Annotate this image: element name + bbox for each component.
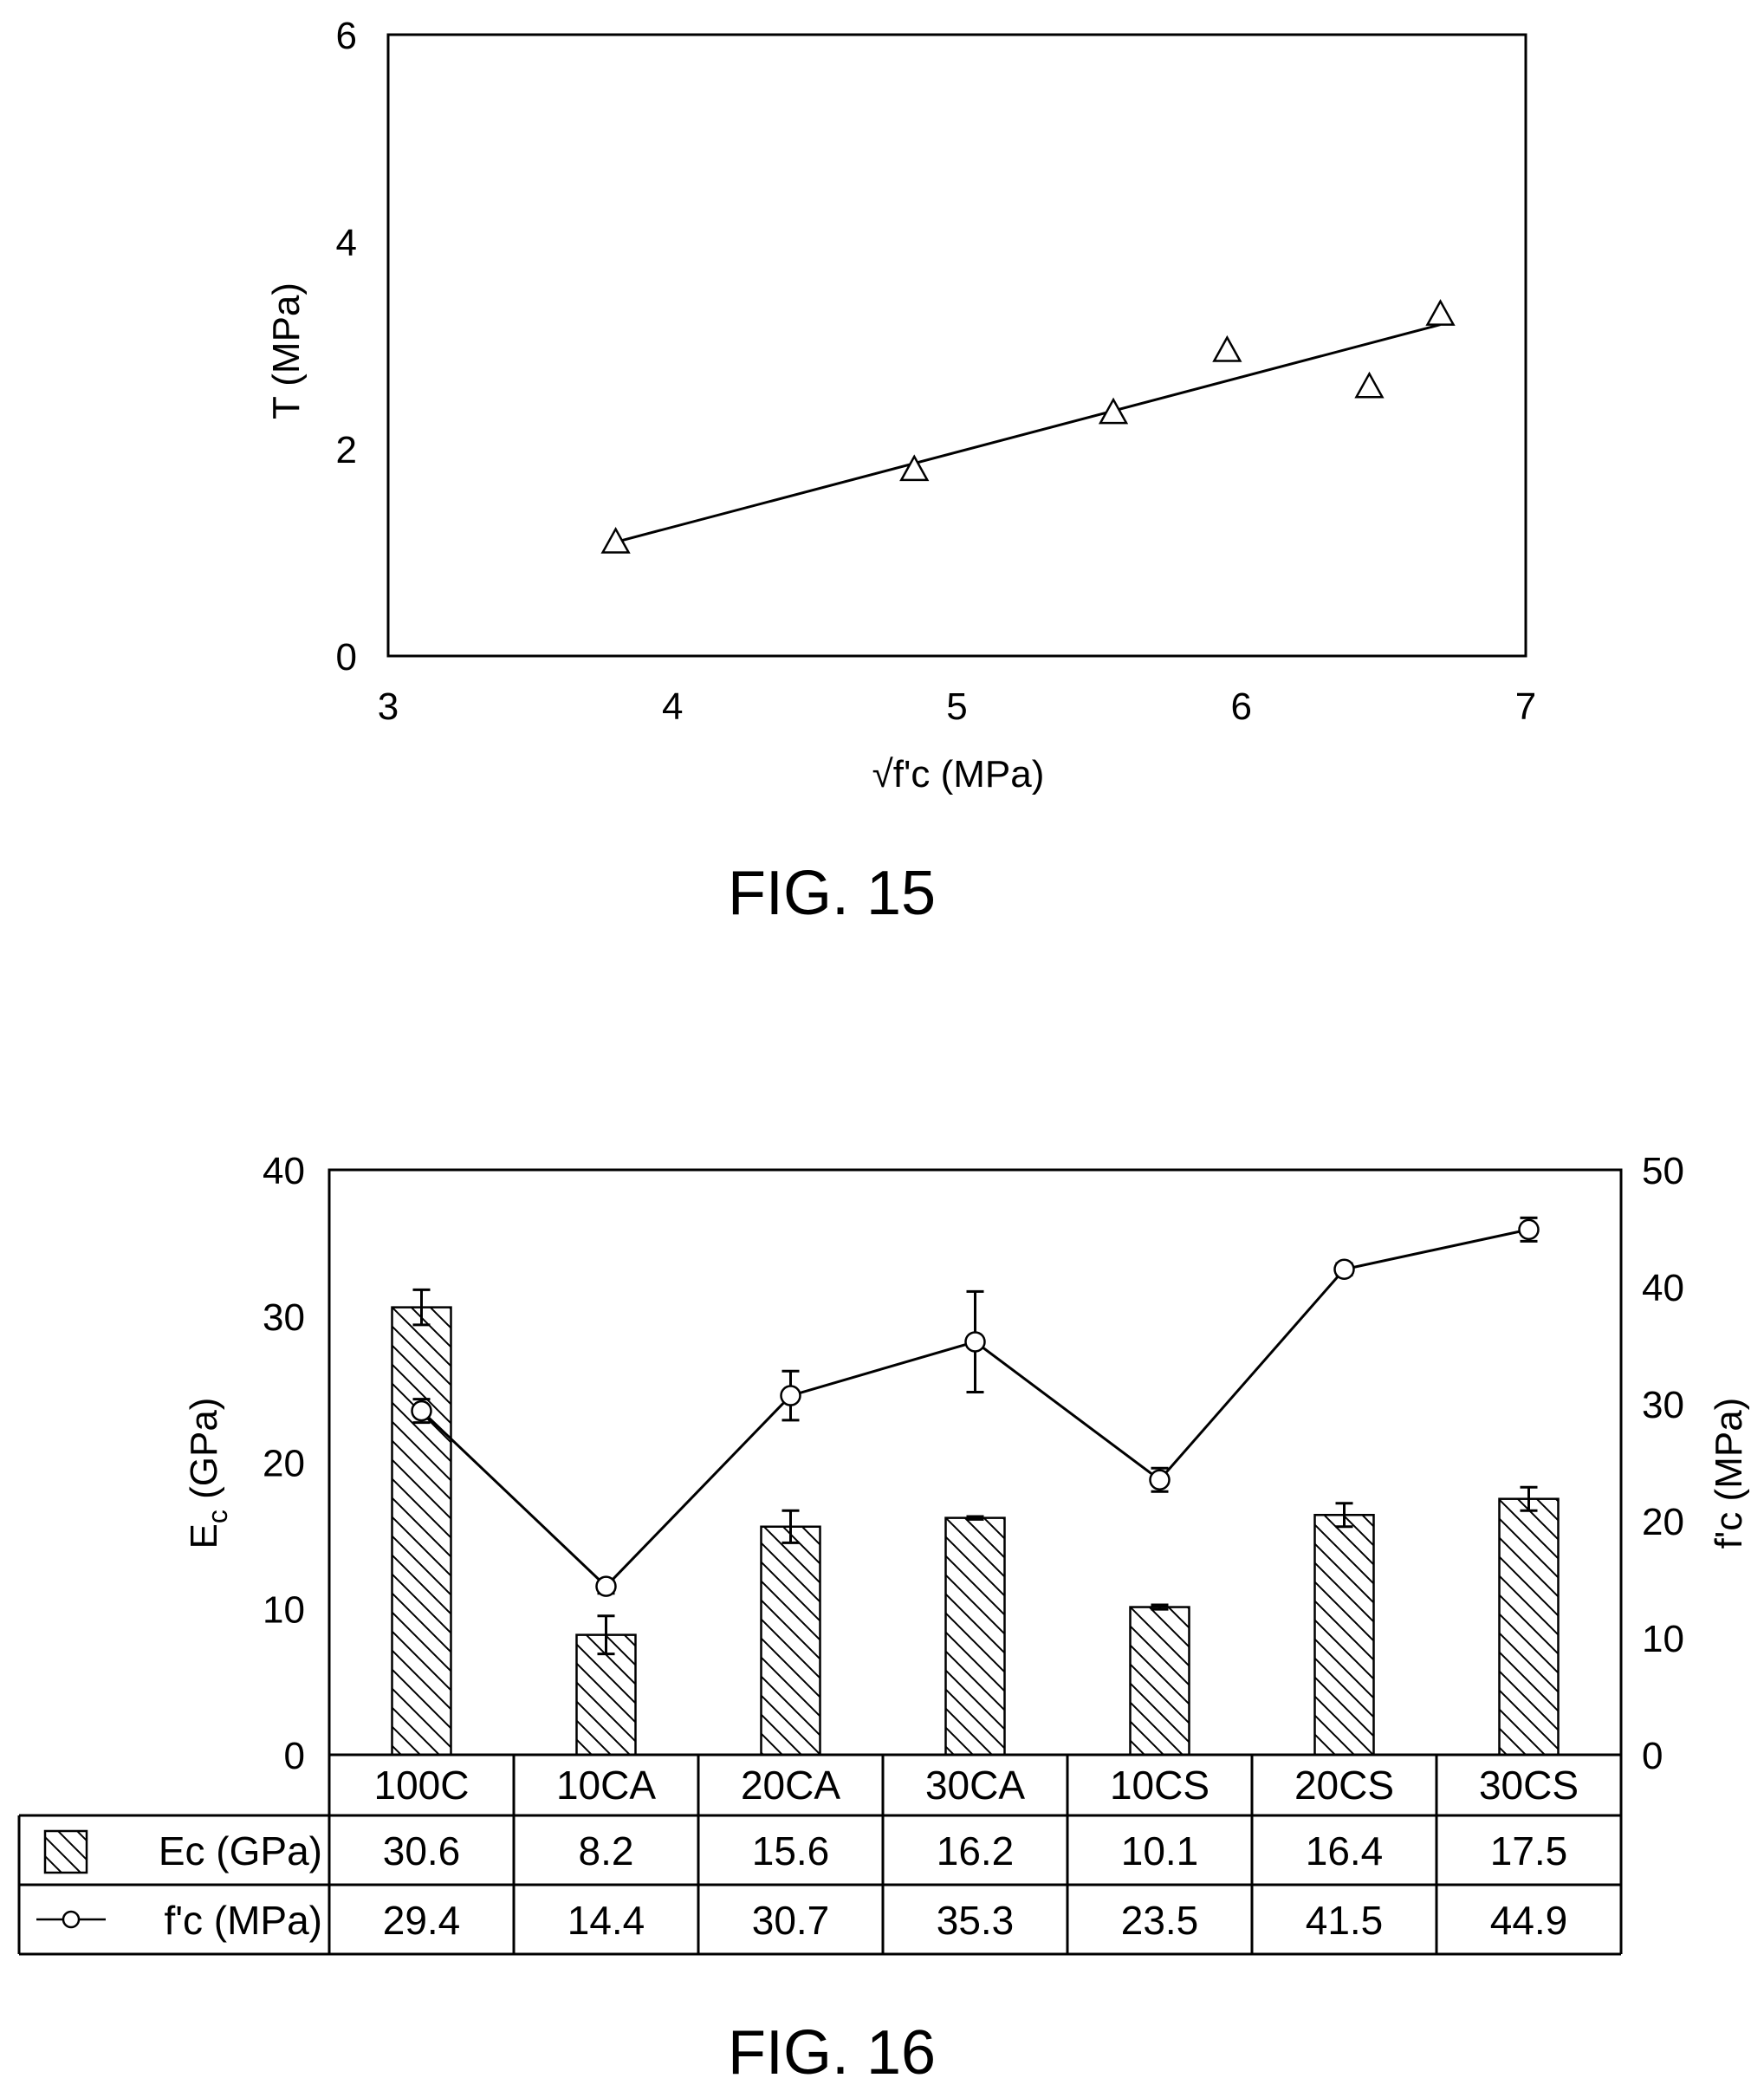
ec-value-cell: 30.6 bbox=[383, 1828, 461, 1873]
fig15-y-tick-label: 0 bbox=[336, 636, 357, 679]
ec-bar-10CS bbox=[1129, 1606, 1190, 1757]
ec-error-bar bbox=[1520, 1485, 1538, 1512]
fig15-scatter-chart: 3 4 5 6 7 0 2 4 6 √f'c (MPa) T (MPa) FIG. 15 bbox=[265, 15, 1536, 928]
fig15-x-tick-label: 4 bbox=[662, 685, 683, 728]
fig16-right-tick-label: 30 bbox=[1642, 1384, 1684, 1426]
ec-error-bar bbox=[597, 1614, 615, 1656]
fc-point-30CA bbox=[964, 1331, 986, 1353]
legend-hatch-swatch bbox=[43, 1829, 88, 1874]
fig15-triangle-point bbox=[1354, 371, 1385, 399]
fig15-trendline bbox=[615, 323, 1441, 544]
fig16-left-axis-label: Ec (GPa) bbox=[183, 1398, 233, 1549]
fig16-right-tick-label: 10 bbox=[1642, 1618, 1684, 1660]
ec-value-cell: 8.2 bbox=[579, 1828, 634, 1873]
category-label: 30CS bbox=[1479, 1763, 1579, 1808]
fig15-data-marks bbox=[600, 299, 1456, 554]
fig16-left-axis-label-unit: (GPa) bbox=[183, 1398, 225, 1510]
fc-point-10CA bbox=[595, 1575, 617, 1597]
fig16-tick-labels: 0 10 20 30 40 0 10 20 30 40 50 bbox=[263, 1150, 1684, 1777]
fig15-x-axis-label: √f'c (MPa) bbox=[872, 753, 1045, 795]
fig16-table-outer-lines bbox=[17, 1755, 1623, 1956]
fig16-table-cells: 100C 10CA 20CA 30CA 10CS 20CS 30CS 30.6 8.2 15.6 1… bbox=[374, 1755, 1579, 1954]
category-label: 20CA bbox=[741, 1763, 840, 1808]
ec-bar-20CA bbox=[760, 1525, 821, 1757]
fig15-triangle-point bbox=[600, 526, 631, 554]
fig15-plot-frame bbox=[386, 33, 1527, 658]
fig15-triangle-point bbox=[899, 454, 930, 482]
category-label: 30CA bbox=[925, 1763, 1025, 1808]
ec-error-bar bbox=[412, 1288, 431, 1327]
ec-error-bar bbox=[1151, 1603, 1169, 1611]
fig16-right-axis-label: f'c (MPa) bbox=[1708, 1398, 1750, 1549]
fig15-x-tick-label: 7 bbox=[1515, 685, 1536, 728]
fc-point-100C bbox=[411, 1399, 432, 1422]
ec-value-cell: 16.4 bbox=[1306, 1828, 1384, 1873]
legend-fc-label: f'c (MPa) bbox=[164, 1898, 322, 1943]
fig15-caption: FIG. 15 bbox=[728, 859, 936, 928]
fig16-line-series bbox=[411, 1216, 1540, 1597]
fc-point-10CS bbox=[1149, 1469, 1171, 1490]
fig15-triangle-point bbox=[1425, 299, 1456, 326]
fc-value-cell: 35.3 bbox=[937, 1898, 1015, 1943]
ec-bar-20CS bbox=[1313, 1514, 1375, 1757]
fig16-left-axis-label-subscript: c bbox=[202, 1510, 233, 1523]
legend-circle-marker bbox=[62, 1910, 81, 1929]
fig15-y-axis-label: T (MPa) bbox=[265, 282, 308, 419]
ec-bar-30CS bbox=[1498, 1497, 1560, 1757]
category-label: 10CA bbox=[556, 1763, 656, 1808]
fig15-y-tick-label: 6 bbox=[336, 15, 357, 57]
fig16-bar-series bbox=[391, 1288, 1560, 1757]
fig15-y-tick-label: 4 bbox=[336, 222, 357, 264]
fc-point-20CS bbox=[1333, 1258, 1355, 1280]
fc-value-cell: 29.4 bbox=[383, 1898, 461, 1943]
fig15-x-tick-label: 5 bbox=[946, 685, 967, 728]
category-label: 20CS bbox=[1294, 1763, 1394, 1808]
category-label: 10CS bbox=[1110, 1763, 1210, 1808]
ec-value-cell: 16.2 bbox=[937, 1828, 1015, 1873]
fig15-x-tick-label: 3 bbox=[378, 685, 399, 728]
fc-value-cell: 44.9 bbox=[1490, 1898, 1568, 1943]
ec-value-cell: 15.6 bbox=[752, 1828, 830, 1873]
ec-value-cell: 10.1 bbox=[1121, 1828, 1199, 1873]
fig15-tick-labels: 3 4 5 6 7 0 2 4 6 bbox=[336, 15, 1537, 728]
fig15-x-tick-label: 6 bbox=[1231, 685, 1252, 728]
fig16-right-tick-label: 20 bbox=[1642, 1501, 1684, 1543]
fig16-right-tick-label: 50 bbox=[1642, 1150, 1684, 1192]
fig16-left-axis-label-main: E bbox=[183, 1523, 225, 1549]
ec-bar-100C bbox=[391, 1306, 452, 1757]
fig16-left-tick-label: 40 bbox=[263, 1150, 305, 1192]
fc-value-cell: 14.4 bbox=[567, 1898, 645, 1943]
fig15-triangle-point bbox=[1098, 397, 1129, 425]
fc-value-cell: 30.7 bbox=[752, 1898, 830, 1943]
fig15-triangle-point bbox=[1212, 334, 1242, 362]
fig16-left-tick-label: 30 bbox=[263, 1296, 305, 1339]
fig16-caption: FIG. 16 bbox=[728, 2018, 936, 2088]
fig15-y-tick-label: 2 bbox=[336, 429, 357, 471]
fc-value-cell: 41.5 bbox=[1306, 1898, 1384, 1943]
ec-value-cell: 17.5 bbox=[1490, 1828, 1568, 1873]
category-label: 100C bbox=[374, 1763, 470, 1808]
fig16-left-tick-label: 20 bbox=[263, 1443, 305, 1485]
ec-error-bar bbox=[781, 1509, 800, 1544]
fig16-right-tick-label: 40 bbox=[1642, 1267, 1684, 1309]
fig16-data-table: Ec (GPa) f'c (MPa) 100C 10CA 20CA 30CA 10CS 2… bbox=[17, 1755, 1623, 1956]
ec-error-bar bbox=[966, 1515, 984, 1521]
ec-bar-30CA bbox=[944, 1516, 1006, 1757]
fc-point-20CA bbox=[780, 1385, 801, 1406]
fig16-left-tick-label: 0 bbox=[284, 1735, 305, 1777]
fig16-left-tick-label: 10 bbox=[263, 1588, 305, 1631]
ec-error-bar bbox=[1335, 1502, 1353, 1529]
fig16-right-tick-label: 0 bbox=[1642, 1735, 1663, 1777]
fc-value-cell: 23.5 bbox=[1121, 1898, 1199, 1943]
fc-point-30CS bbox=[1518, 1218, 1540, 1241]
fig16-combo-chart: 0 10 20 30 40 0 10 20 30 40 50 Ec (GPa) f'c (MPa) … bbox=[17, 1150, 1750, 2088]
legend-ec-label: Ec (GPa) bbox=[159, 1828, 322, 1873]
